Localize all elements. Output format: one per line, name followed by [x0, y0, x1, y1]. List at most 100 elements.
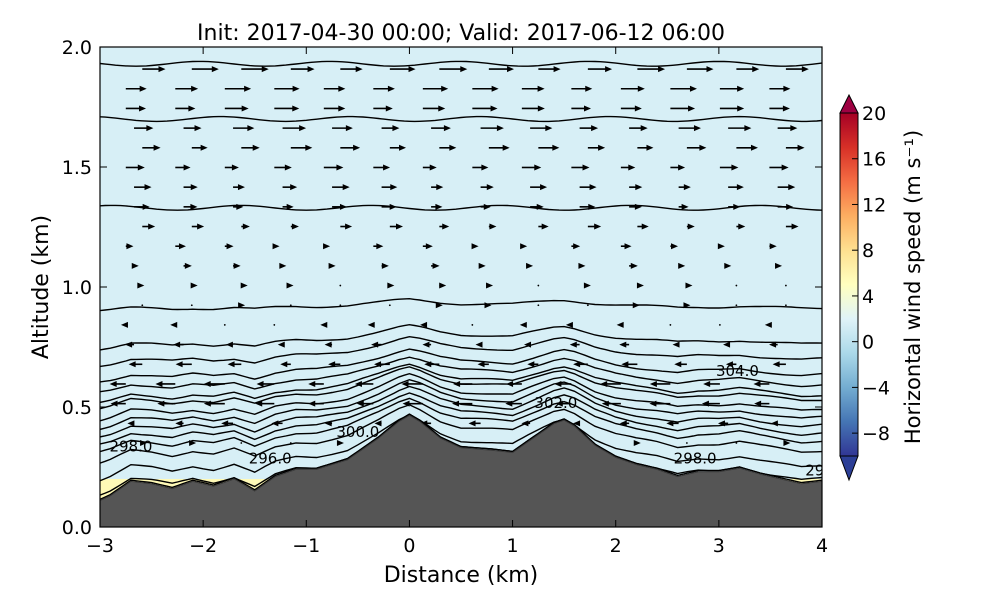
wind-vector — [620, 105, 642, 112]
wind-vector — [274, 164, 292, 171]
y-tick-label: 0.5 — [62, 397, 92, 419]
wind-vector-head — [126, 243, 134, 250]
wind-vector — [521, 85, 545, 92]
wind-vector — [233, 125, 255, 132]
contour-label: 304.0 — [716, 362, 759, 380]
wind-vector — [339, 304, 342, 307]
wind-vector — [670, 243, 679, 250]
wind-vector — [484, 302, 492, 309]
wind-vector — [328, 262, 336, 269]
wind-vector — [274, 105, 300, 112]
wind-vector — [422, 243, 433, 250]
wind-vector-head — [435, 203, 443, 210]
isentrope-line — [100, 335, 822, 368]
wind-vector — [587, 66, 613, 73]
wind-vector-head — [256, 380, 264, 387]
wind-vector-head — [782, 105, 790, 112]
wind-vector-head — [573, 243, 581, 250]
wind-vector — [332, 184, 350, 191]
wind-vector — [538, 223, 549, 230]
wind-vector — [573, 420, 581, 427]
wind-vector-head — [449, 144, 457, 151]
wind-vector-head — [236, 203, 244, 210]
wind-vector — [569, 341, 580, 348]
colorbar-extend-min — [839, 455, 859, 482]
wind-vector-head — [323, 243, 331, 250]
wind-vector — [735, 442, 738, 444]
wind-vector — [636, 282, 644, 289]
wind-vector — [736, 66, 760, 73]
wind-vector — [783, 440, 791, 446]
wind-vector — [431, 125, 451, 132]
isentrope-line — [100, 413, 822, 496]
wind-vector — [736, 223, 746, 230]
wind-vector — [227, 361, 242, 368]
wind-vector — [728, 184, 744, 191]
wind-vector — [686, 144, 707, 151]
wind-vector — [718, 324, 721, 326]
wind-vector-head — [184, 262, 192, 269]
wind-vector — [775, 262, 783, 269]
wind-vector — [140, 440, 148, 446]
wind-vector — [422, 164, 437, 171]
wind-vector — [488, 223, 497, 230]
wind-vector — [373, 85, 395, 92]
wind-vector-head — [307, 66, 315, 73]
wind-vector-head — [598, 144, 606, 151]
wind-vector — [324, 341, 333, 348]
wind-vector — [381, 125, 400, 132]
wind-vector-head — [681, 203, 689, 210]
wind-vector — [183, 184, 198, 191]
wind-vector — [127, 420, 135, 427]
wind-vector-head — [354, 380, 362, 387]
wind-vector-head — [401, 380, 409, 387]
wind-vector-head — [468, 420, 476, 427]
colorbar-tick-label: 20 — [862, 103, 886, 125]
wind-vector — [339, 284, 342, 287]
wind-vector-head — [420, 420, 428, 427]
wind-vector — [420, 420, 432, 427]
colorbar-label: Horizontal wind speed (m s⁻¹) — [901, 130, 925, 444]
wind-vector-head — [475, 341, 483, 348]
wind-vector — [530, 125, 553, 132]
wind-vector-head — [422, 341, 430, 348]
y-tick-label: 2.0 — [62, 37, 92, 59]
wind-vector-head — [280, 361, 288, 368]
wind-vector-head — [221, 420, 229, 427]
wind-vector — [373, 243, 384, 250]
wind-vector — [401, 380, 423, 387]
wind-vector — [125, 243, 134, 250]
wind-vector — [579, 184, 597, 191]
wind-vector-head — [540, 184, 548, 191]
wind-vector-head — [203, 380, 211, 387]
wind-vector-head — [429, 164, 437, 171]
wind-vector-head — [619, 420, 627, 427]
isentrope-line — [100, 297, 822, 312]
wind-vector-head — [390, 184, 398, 191]
wind-vector-head — [443, 125, 451, 132]
wind-vector-head — [110, 400, 118, 407]
wind-vector-head — [190, 184, 198, 191]
wind-vector — [587, 223, 602, 230]
wind-vector-head — [402, 400, 410, 407]
wind-vector — [141, 304, 144, 307]
wind-vector-head — [496, 125, 504, 132]
colorbar-body — [839, 112, 859, 457]
wind-vector — [157, 400, 176, 407]
wind-vector — [619, 420, 630, 427]
wind-vector — [290, 223, 299, 230]
wind-vector — [670, 105, 696, 112]
wind-vector — [629, 184, 643, 191]
wind-vector — [224, 164, 239, 171]
wind-vector — [724, 262, 732, 269]
wind-vector — [475, 341, 483, 348]
y-tick-label: 1.5 — [62, 157, 92, 179]
wind-vector-head — [678, 164, 686, 171]
y-tick-label: 0.0 — [62, 517, 92, 539]
wind-vector-head — [578, 262, 586, 269]
wind-vector — [521, 420, 531, 427]
wind-vector — [277, 341, 285, 348]
wind-vector-head — [769, 243, 777, 250]
wind-vector — [280, 361, 291, 368]
wind-vector — [685, 442, 688, 444]
